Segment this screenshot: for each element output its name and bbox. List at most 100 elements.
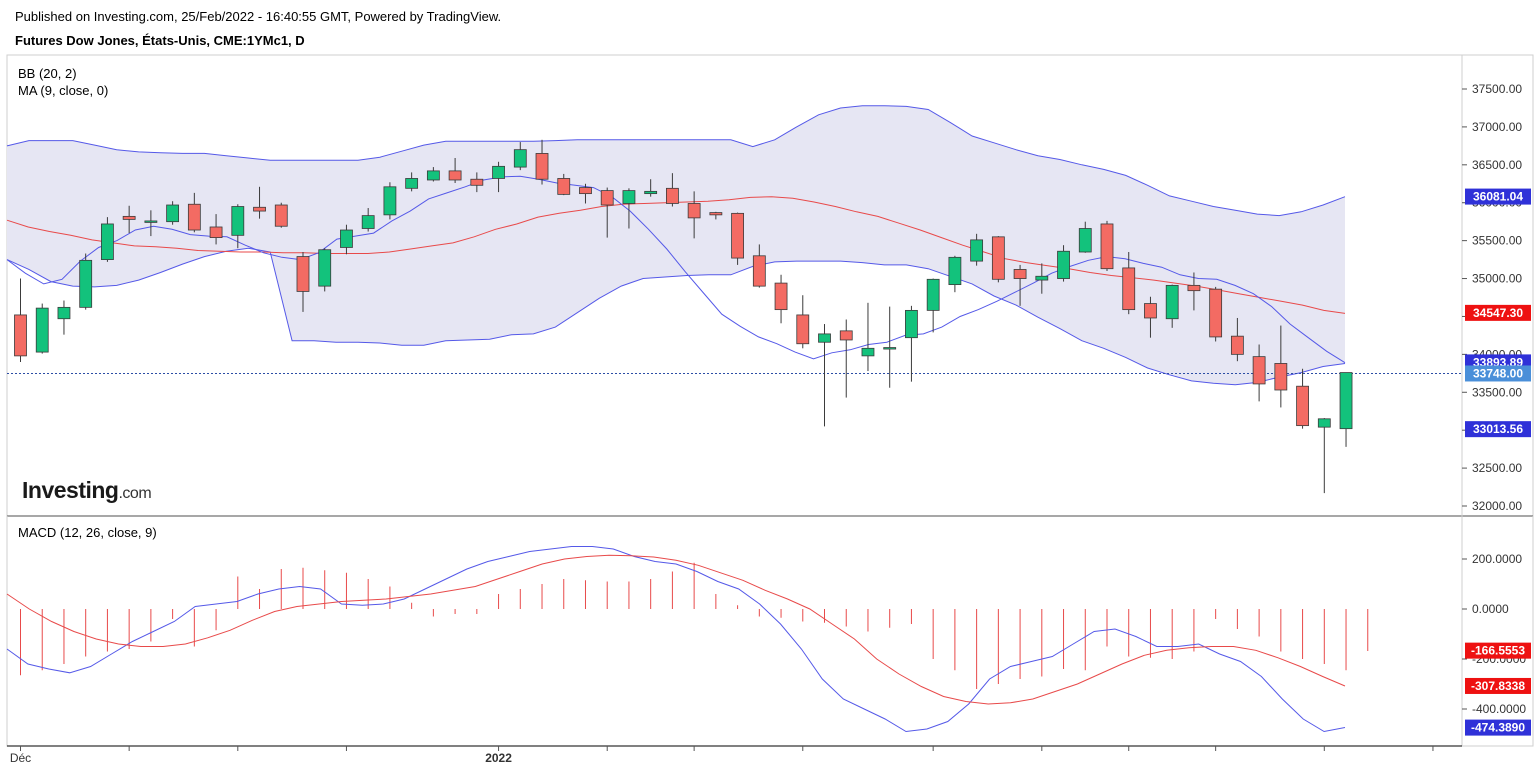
- candle[interactable]: [405, 172, 419, 192]
- candle[interactable]: [144, 210, 158, 237]
- candle[interactable]: [1144, 296, 1157, 338]
- macd-badge-text: -474.3890: [1471, 721, 1525, 735]
- candle[interactable]: [1100, 220, 1114, 271]
- price-badge-bg: [1465, 421, 1531, 438]
- candle[interactable]: [57, 300, 71, 335]
- candle[interactable]: [818, 324, 831, 427]
- candle[interactable]: [448, 157, 462, 184]
- candle[interactable]: [796, 295, 810, 349]
- macd-badge-bg: [1465, 719, 1531, 736]
- candle[interactable]: [361, 208, 375, 232]
- macd-tick-label: 200.0000: [1472, 552, 1522, 566]
- candle[interactable]: [948, 255, 962, 293]
- price-badge[interactable]: 33013.56: [1465, 421, 1531, 438]
- candle[interactable]: [318, 248, 332, 292]
- candle[interactable]: [644, 179, 658, 197]
- candle[interactable]: [492, 161, 505, 193]
- candle[interactable]: [839, 319, 853, 398]
- macd-badge[interactable]: -166.5553: [1465, 642, 1531, 659]
- time-label: 2022: [485, 751, 512, 765]
- candle[interactable]: [1035, 263, 1049, 294]
- candle[interactable]: [1187, 272, 1201, 311]
- candle[interactable]: [926, 278, 940, 333]
- candle[interactable]: [166, 201, 180, 225]
- price-badge[interactable]: 34547.30: [1465, 304, 1531, 321]
- candle[interactable]: [991, 236, 1005, 283]
- investing-logo: Investing.com: [22, 477, 152, 503]
- candle-body: [796, 314, 810, 345]
- price-badge-bg: [1465, 365, 1531, 382]
- candle[interactable]: [383, 182, 397, 220]
- macd-pane-frame: [6, 515, 1534, 747]
- instrument-title: Futures Dow Jones, États-Unis, CME:1YMc1…: [15, 33, 305, 48]
- candle[interactable]: [905, 305, 918, 382]
- candle[interactable]: [209, 214, 223, 245]
- candle[interactable]: [883, 306, 897, 388]
- candle[interactable]: [666, 173, 679, 207]
- candle[interactable]: [752, 244, 766, 288]
- candle[interactable]: [1122, 252, 1136, 315]
- ma-indicator-label[interactable]: MA (9, close, 0): [18, 83, 108, 98]
- bb-lower-line: [6, 247, 1346, 386]
- candle[interactable]: [774, 274, 788, 324]
- bb-indicator-label[interactable]: BB (20, 2): [18, 66, 77, 81]
- candle[interactable]: [340, 224, 353, 255]
- price-tick-label: 37000.00: [1472, 120, 1522, 134]
- candle[interactable]: [187, 192, 201, 233]
- candle[interactable]: [1296, 368, 1309, 429]
- candle-body: [144, 220, 158, 223]
- macd-badge[interactable]: -307.8338: [1465, 677, 1531, 694]
- price-badge[interactable]: 33748.00: [1465, 365, 1531, 382]
- candle[interactable]: [1230, 317, 1244, 362]
- candle[interactable]: [513, 142, 527, 171]
- time-axis[interactable]: Déc 2022: [10, 746, 1540, 765]
- candle[interactable]: [14, 278, 27, 362]
- candle[interactable]: [274, 202, 288, 228]
- candle[interactable]: [557, 173, 571, 196]
- macd-indicator-label[interactable]: MACD (12, 26, close, 9): [18, 525, 157, 540]
- candle[interactable]: [122, 205, 136, 234]
- macd-pane[interactable]: [6, 546, 1369, 733]
- price-tick-label: 35500.00: [1472, 234, 1522, 248]
- candle[interactable]: [731, 212, 744, 265]
- price-badge-text: 36081.04: [1473, 190, 1523, 204]
- candle-body: [1274, 363, 1288, 391]
- macd-tick-label: -400.0000: [1472, 702, 1526, 716]
- candle[interactable]: [1274, 325, 1288, 408]
- candle-body: [492, 165, 505, 179]
- candle[interactable]: [622, 188, 636, 229]
- price-badge[interactable]: 36081.04: [1465, 188, 1531, 205]
- price-tick-label: 32000.00: [1472, 499, 1522, 513]
- candle[interactable]: [1339, 372, 1353, 447]
- candle-body: [383, 186, 397, 216]
- candle[interactable]: [970, 233, 984, 266]
- candle[interactable]: [426, 167, 440, 182]
- candle[interactable]: [79, 253, 93, 310]
- candle-body: [774, 282, 788, 311]
- candle-body: [731, 212, 744, 259]
- candle[interactable]: [1165, 284, 1179, 328]
- candle[interactable]: [35, 303, 49, 354]
- candle[interactable]: [535, 139, 549, 185]
- candle[interactable]: [600, 187, 614, 238]
- candle[interactable]: [861, 302, 875, 372]
- candle[interactable]: [687, 191, 701, 239]
- price-tick-label: 36500.00: [1472, 158, 1522, 172]
- candle[interactable]: [709, 211, 723, 220]
- price-pane[interactable]: [6, 105, 1462, 494]
- macd-badge[interactable]: -474.3890: [1465, 719, 1531, 736]
- candle[interactable]: [1252, 344, 1266, 402]
- candle[interactable]: [470, 172, 484, 193]
- candle[interactable]: [296, 252, 310, 312]
- candle[interactable]: [1013, 264, 1027, 306]
- candle[interactable]: [1317, 418, 1331, 494]
- candle[interactable]: [231, 204, 245, 249]
- candle[interactable]: [1078, 221, 1092, 253]
- candle[interactable]: [1057, 245, 1070, 282]
- price-axis[interactable]: 32000.0032500.0033000.0033500.0034000.00…: [1462, 82, 1531, 736]
- candle[interactable]: [579, 183, 592, 204]
- candle[interactable]: [101, 217, 114, 262]
- candle[interactable]: [253, 186, 266, 219]
- candle[interactable]: [1209, 286, 1223, 342]
